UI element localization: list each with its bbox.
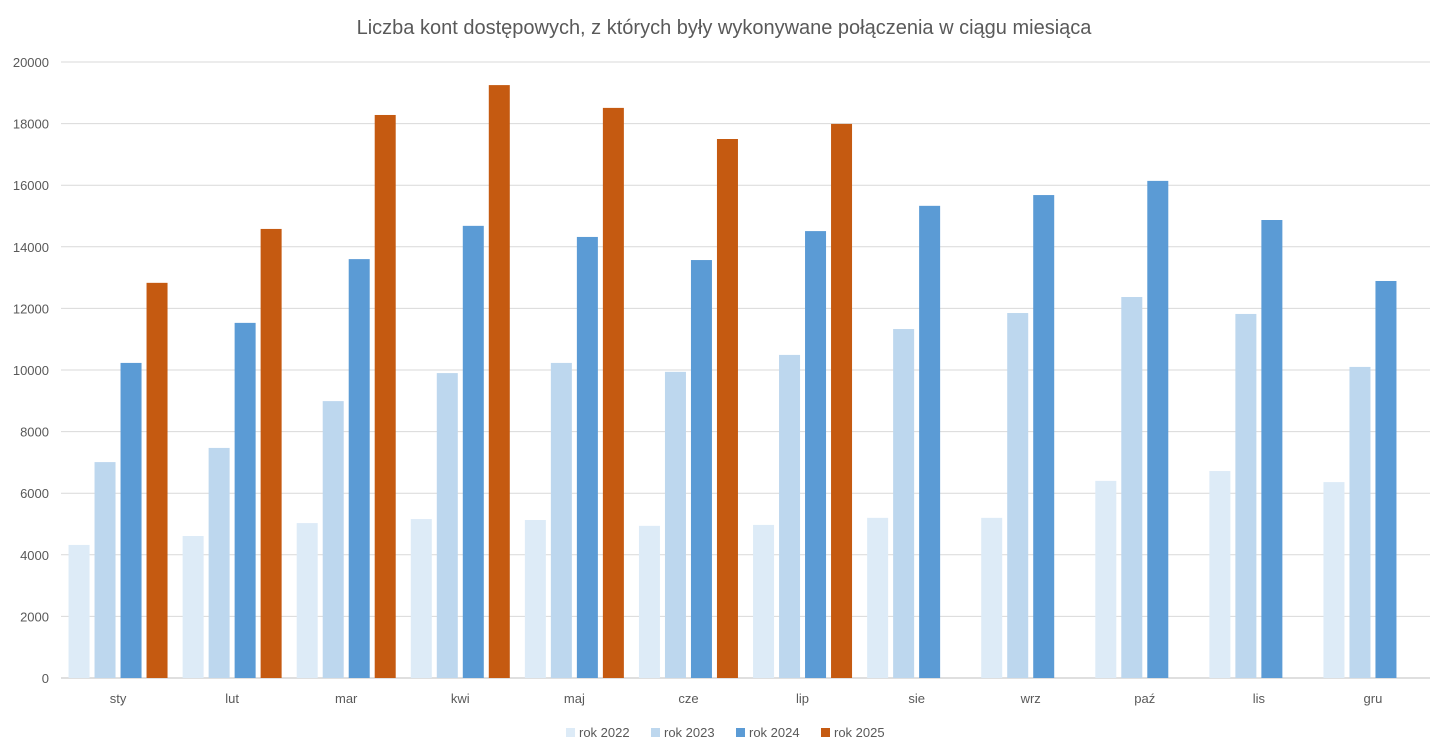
y-tick-label: 2000 bbox=[20, 609, 49, 624]
bar-rok-2025-cze bbox=[716, 139, 738, 678]
legend-label: rok 2024 bbox=[749, 725, 800, 740]
y-tick-label: 0 bbox=[42, 671, 49, 686]
x-tick-label: lip bbox=[796, 691, 809, 706]
y-tick-label: 4000 bbox=[20, 548, 49, 563]
x-tick-label: maj bbox=[564, 691, 585, 706]
x-tick-label: mar bbox=[335, 691, 358, 706]
bar-rok-2022-mar bbox=[296, 523, 318, 678]
bar-rok-2024-gru bbox=[1375, 280, 1397, 678]
bar-rok-2024-mar bbox=[348, 259, 370, 678]
bar-rok-2025-maj bbox=[602, 107, 624, 679]
y-tick-label: 8000 bbox=[20, 425, 49, 440]
y-tick-label: 20000 bbox=[13, 55, 49, 70]
bar-rok-2023-mar bbox=[322, 401, 344, 678]
bar-rok-2023-kwi bbox=[436, 373, 458, 678]
bar-rok-2023-cze bbox=[664, 371, 686, 678]
y-tick-label: 10000 bbox=[13, 363, 49, 378]
bar-rok-2025-sty bbox=[146, 282, 168, 678]
bar-rok-2023-maj bbox=[550, 362, 572, 678]
legend-swatch bbox=[821, 728, 830, 737]
bar-rok-2024-paź bbox=[1147, 180, 1169, 678]
y-tick-label: 16000 bbox=[13, 178, 49, 193]
bar-rok-2022-cze bbox=[638, 525, 660, 678]
bar-rok-2023-lis bbox=[1235, 313, 1257, 678]
bar-rok-2023-paź bbox=[1121, 297, 1143, 678]
x-tick-label: wrz bbox=[1020, 691, 1041, 706]
bar-rok-2022-paź bbox=[1095, 480, 1117, 678]
bar-rok-2022-lip bbox=[753, 524, 775, 678]
legend-label: rok 2022 bbox=[579, 725, 630, 740]
bar-rok-2025-kwi bbox=[488, 85, 510, 679]
bar-rok-2024-lut bbox=[234, 322, 256, 678]
bar-rok-2023-lut bbox=[208, 447, 230, 678]
bar-rok-2022-lis bbox=[1209, 471, 1231, 678]
bar-rok-2025-lip bbox=[831, 123, 853, 678]
bar-rok-2024-lis bbox=[1261, 220, 1283, 678]
x-tick-label: gru bbox=[1364, 691, 1383, 706]
y-tick-label: 18000 bbox=[13, 117, 49, 132]
bar-rok-2024-cze bbox=[690, 260, 712, 678]
legend-swatch bbox=[651, 728, 660, 737]
bar-rok-2025-lut bbox=[260, 228, 282, 678]
y-tick-label: 6000 bbox=[20, 486, 49, 501]
bar-rok-2022-kwi bbox=[410, 519, 432, 678]
x-tick-label: sty bbox=[110, 691, 127, 706]
y-tick-label: 14000 bbox=[13, 240, 49, 255]
y-tick-label: 12000 bbox=[13, 301, 49, 316]
bar-rok-2024-sty bbox=[120, 362, 142, 678]
bar-rok-2022-sie bbox=[867, 517, 889, 678]
bar-rok-2022-gru bbox=[1323, 482, 1345, 678]
bar-rok-2023-sty bbox=[94, 462, 116, 678]
bar-rok-2023-gru bbox=[1349, 366, 1371, 678]
bar-rok-2024-maj bbox=[576, 236, 598, 678]
legend-label: rok 2023 bbox=[664, 725, 715, 740]
bar-rok-2022-sty bbox=[68, 544, 90, 678]
x-tick-label: sie bbox=[908, 691, 925, 706]
bar-rok-2023-wrz bbox=[1007, 313, 1029, 678]
x-tick-label: cze bbox=[678, 691, 698, 706]
x-tick-label: lut bbox=[225, 691, 239, 706]
x-tick-label: lis bbox=[1253, 691, 1266, 706]
x-tick-label: kwi bbox=[451, 691, 470, 706]
bar-rok-2024-kwi bbox=[462, 225, 484, 678]
bar-rok-2022-lut bbox=[182, 536, 204, 678]
bar-rok-2024-lip bbox=[805, 231, 827, 679]
x-tick-label: paź bbox=[1134, 691, 1155, 706]
bar-rok-2023-lip bbox=[779, 354, 801, 678]
bar-rok-2022-maj bbox=[524, 519, 546, 678]
bar-rok-2025-mar bbox=[374, 114, 396, 678]
legend-swatch bbox=[566, 728, 575, 737]
bar-rok-2024-wrz bbox=[1033, 195, 1055, 678]
legend-swatch bbox=[736, 728, 745, 737]
chart-title: Liczba kont dostępowych, z których były … bbox=[357, 17, 1093, 39]
bar-rok-2023-sie bbox=[893, 329, 915, 678]
bar-rok-2024-sie bbox=[919, 205, 941, 678]
legend-label: rok 2025 bbox=[834, 725, 885, 740]
bar-rok-2022-wrz bbox=[981, 517, 1003, 678]
